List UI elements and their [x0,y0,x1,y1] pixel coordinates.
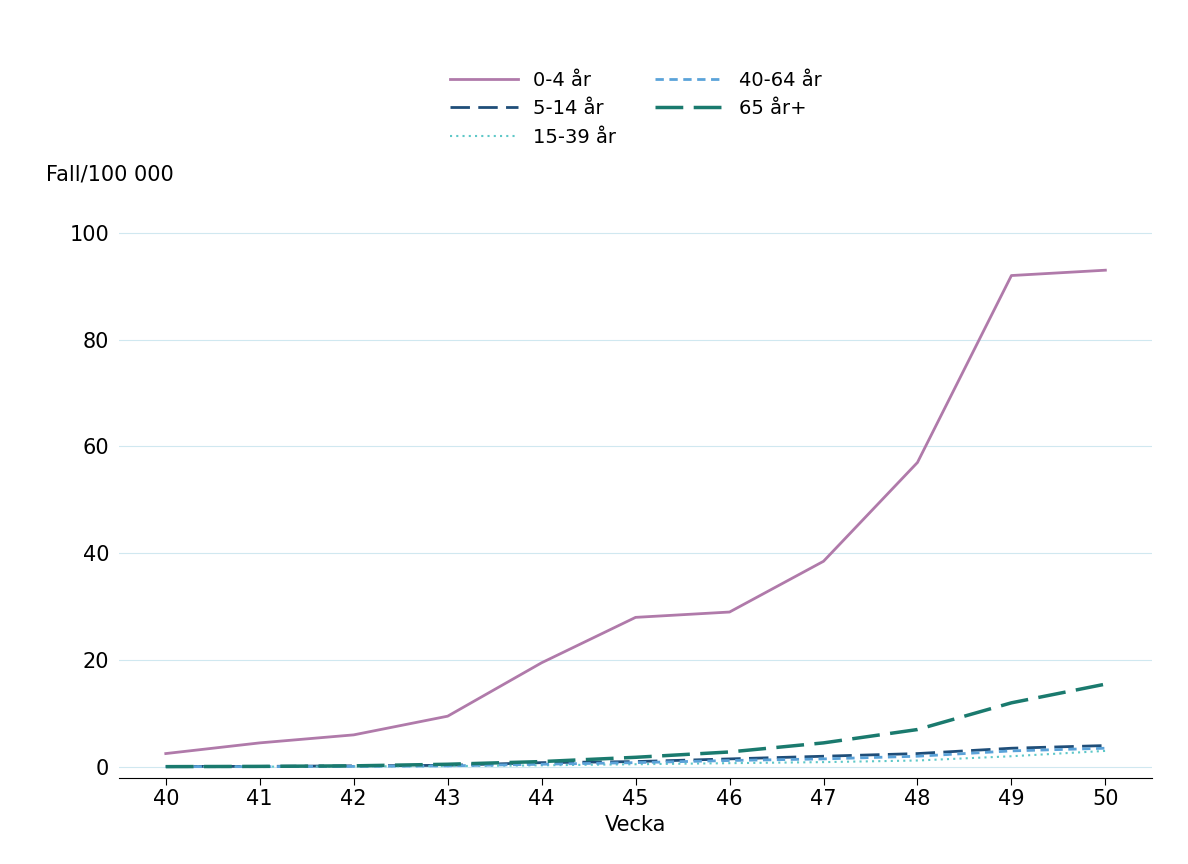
X-axis label: Vecka: Vecka [605,815,666,835]
Legend: 0-4 år, 5-14 år, 15-39 år, 40-64 år, 65 år+: 0-4 år, 5-14 år, 15-39 år, 40-64 år, 65 … [449,71,822,147]
Text: Fall/100 000: Fall/100 000 [46,164,175,184]
